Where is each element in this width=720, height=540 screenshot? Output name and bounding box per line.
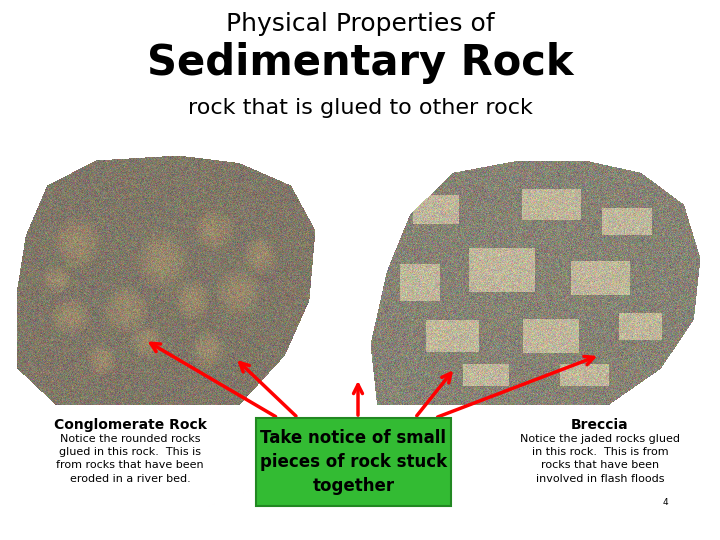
Text: Physical Properties of: Physical Properties of: [225, 12, 495, 36]
Text: Notice the jaded rocks glued
in this rock.  This is from
rocks that have been
in: Notice the jaded rocks glued in this roc…: [520, 434, 680, 484]
Text: Notice the rounded rocks
glued in this rock.  This is
from rocks that have been
: Notice the rounded rocks glued in this r…: [56, 434, 204, 484]
Text: 4: 4: [663, 498, 669, 507]
Text: Take notice of small
pieces of rock stuck
together: Take notice of small pieces of rock stuc…: [260, 429, 447, 495]
Text: Sedimentary Rock: Sedimentary Rock: [147, 42, 573, 84]
Text: rock that is glued to other rock: rock that is glued to other rock: [188, 98, 532, 118]
Bar: [256, 418, 451, 506]
Text: Breccia: Breccia: [571, 418, 629, 432]
Text: Conglomerate Rock: Conglomerate Rock: [53, 418, 207, 432]
